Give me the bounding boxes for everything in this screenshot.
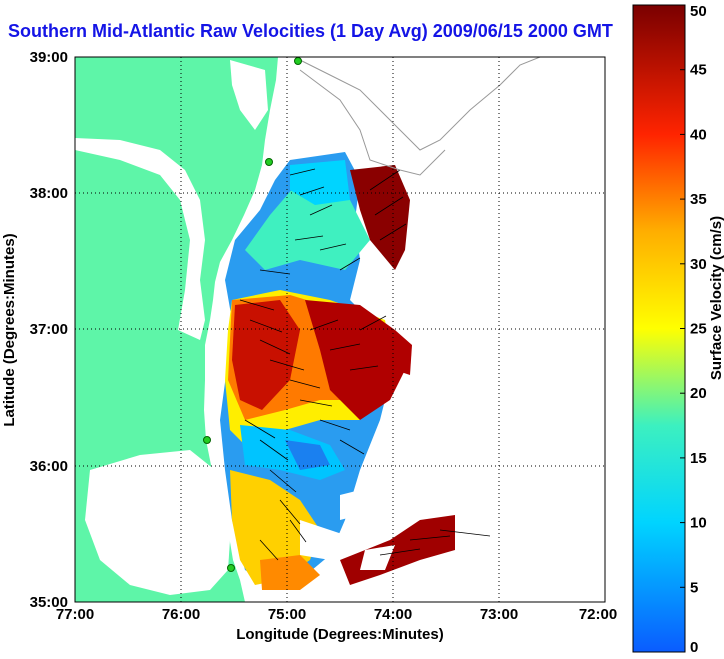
pamlico-sound (85, 450, 230, 595)
y-axis-label: Latitude (Degrees:Minutes) (1, 233, 18, 426)
colorbar-tick-label: 0 (690, 639, 698, 656)
x-tick-label: 77:00 (56, 606, 94, 623)
map-grid (75, 57, 605, 602)
delaware-bay (230, 60, 268, 130)
chesapeake-bay (75, 138, 205, 340)
colorbar: 0 5 10 15 20 25 30 35 40 45 50 Surface Velocity (c… (632, 3, 724, 656)
colorbar-tick-label: 15 (690, 450, 707, 467)
x-tick-label: 74:00 (374, 606, 412, 623)
y-tick-label: 38:00 (30, 185, 68, 202)
x-axis: 77:00 76:00 75:00 74:00 73:00 72:00 Long… (56, 606, 617, 643)
colorbar-scale (632, 4, 686, 653)
bathymetry-contour (299, 57, 541, 151)
x-tick-label: 73:00 (480, 606, 518, 623)
colorbar-tick-label: 50 (690, 3, 707, 20)
y-tick-label: 36:00 (30, 458, 68, 475)
colorbar-tick-label: 35 (690, 191, 707, 208)
x-tick-label: 76:00 (162, 606, 200, 623)
colorbar-tick-label: 25 (690, 321, 707, 338)
station-markers (203, 57, 302, 572)
y-tick-label: 37:00 (30, 321, 68, 338)
colorbar-tick-label: 40 (690, 126, 707, 143)
colorbar-tick-label: 20 (690, 385, 707, 402)
colorbar-tick-label: 5 (690, 579, 698, 596)
x-tick-label: 75:00 (268, 606, 306, 623)
plot-frame (74, 56, 606, 603)
y-axis: 39:00 38:00 37:00 36:00 35:00 Latitude (… (1, 49, 68, 611)
x-axis-label: Longitude (Degrees:Minutes) (236, 626, 444, 643)
colorbar-label: Surface Velocity (cm/s) (708, 216, 724, 380)
y-tick-label: 35:00 (30, 594, 68, 611)
x-tick-label: 72:00 (579, 606, 617, 623)
colorbar-tick-label: 45 (690, 62, 707, 79)
y-tick-label: 39:00 (30, 49, 68, 66)
colorbar-tick-label: 10 (690, 515, 707, 532)
map-title: Southern Mid-Atlantic Raw Velocities (1 … (8, 21, 613, 41)
colorbar-tick-label: 30 (690, 256, 707, 273)
